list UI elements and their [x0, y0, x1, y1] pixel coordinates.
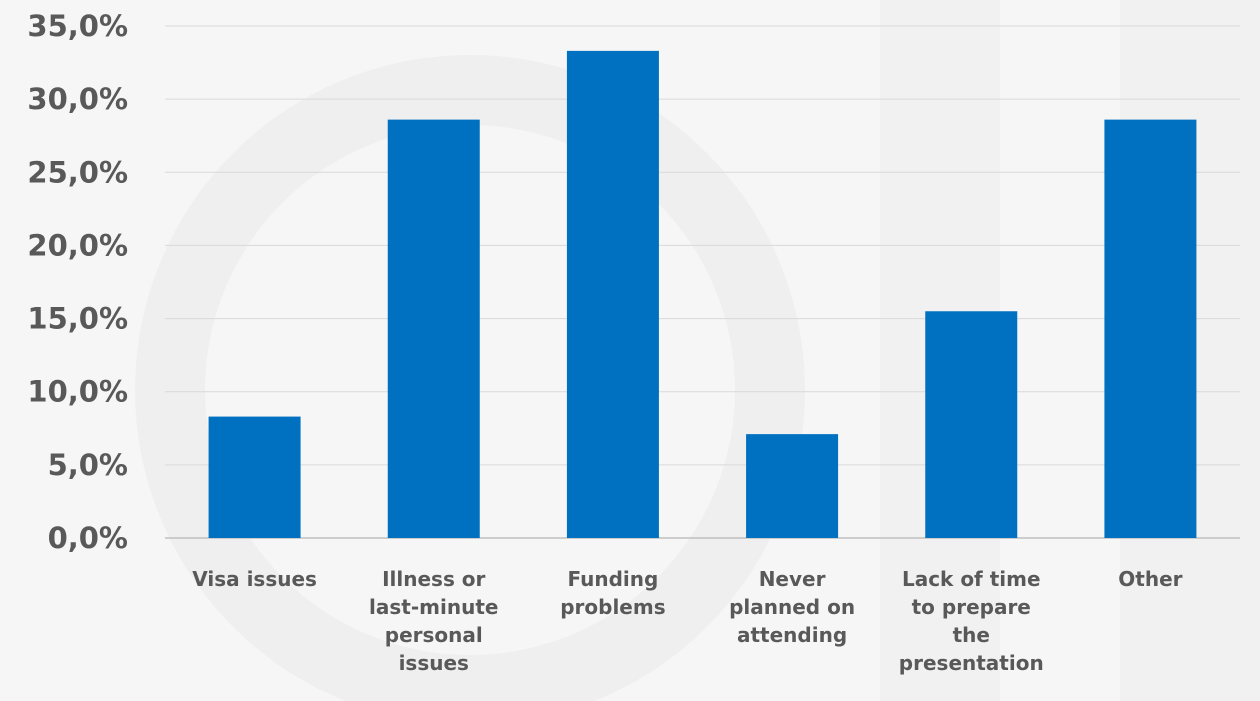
x-category-label: Illness or last-minute personal issues: [369, 567, 498, 675]
x-category-label-line: problems: [560, 595, 665, 619]
x-category-label-line: Visa issues: [192, 567, 317, 591]
y-tick-label: 0,0%: [48, 521, 128, 555]
x-category-label-line: Illness or: [382, 567, 485, 591]
x-category-label-line: Lack of time: [902, 567, 1041, 591]
x-category-label: Funding problems: [560, 567, 665, 619]
y-tick-label: 35,0%: [27, 9, 128, 43]
y-tick-label: 25,0%: [27, 155, 128, 189]
x-category-label-line: issues: [399, 651, 469, 675]
x-category-label-line: last-minute: [369, 595, 498, 619]
x-category-label-line: planned on: [729, 595, 855, 619]
bar: [1104, 119, 1197, 538]
bar: [925, 311, 1018, 538]
x-category-label-line: presentation: [899, 651, 1044, 675]
x-category-label: Other: [1118, 567, 1182, 591]
bar: [746, 434, 839, 538]
y-tick-label: 30,0%: [27, 82, 128, 116]
x-category-label-line: attending: [737, 623, 847, 647]
gridlines: [165, 25, 1240, 539]
x-axis: Visa issues Illness or last-minute personal…: [192, 567, 1182, 675]
x-category-label-line: Other: [1118, 567, 1182, 591]
bar: [208, 416, 301, 538]
x-category-label: Lack of time to prepare the presentation: [899, 567, 1044, 675]
y-tick-label: 15,0%: [27, 302, 128, 336]
y-axis: 0,0% 5,0% 10,0% 15,0% 20,0% 25,0% 30,0% 35,0%: [27, 9, 128, 555]
x-category-label: Never planned on attending: [729, 567, 855, 647]
bar: [566, 50, 659, 539]
y-tick-label: 5,0%: [48, 448, 128, 482]
x-category-label-line: Never: [759, 567, 826, 591]
x-category-label-line: the: [953, 623, 990, 647]
y-tick-label: 20,0%: [27, 228, 128, 262]
x-category-label-line: Funding: [567, 567, 658, 591]
x-category-label-line: to prepare: [912, 595, 1031, 619]
bar: [387, 119, 480, 538]
x-category-label: Visa issues: [192, 567, 317, 591]
y-tick-label: 10,0%: [27, 375, 128, 409]
x-category-label-line: personal: [385, 623, 483, 647]
bars: [208, 50, 1197, 539]
